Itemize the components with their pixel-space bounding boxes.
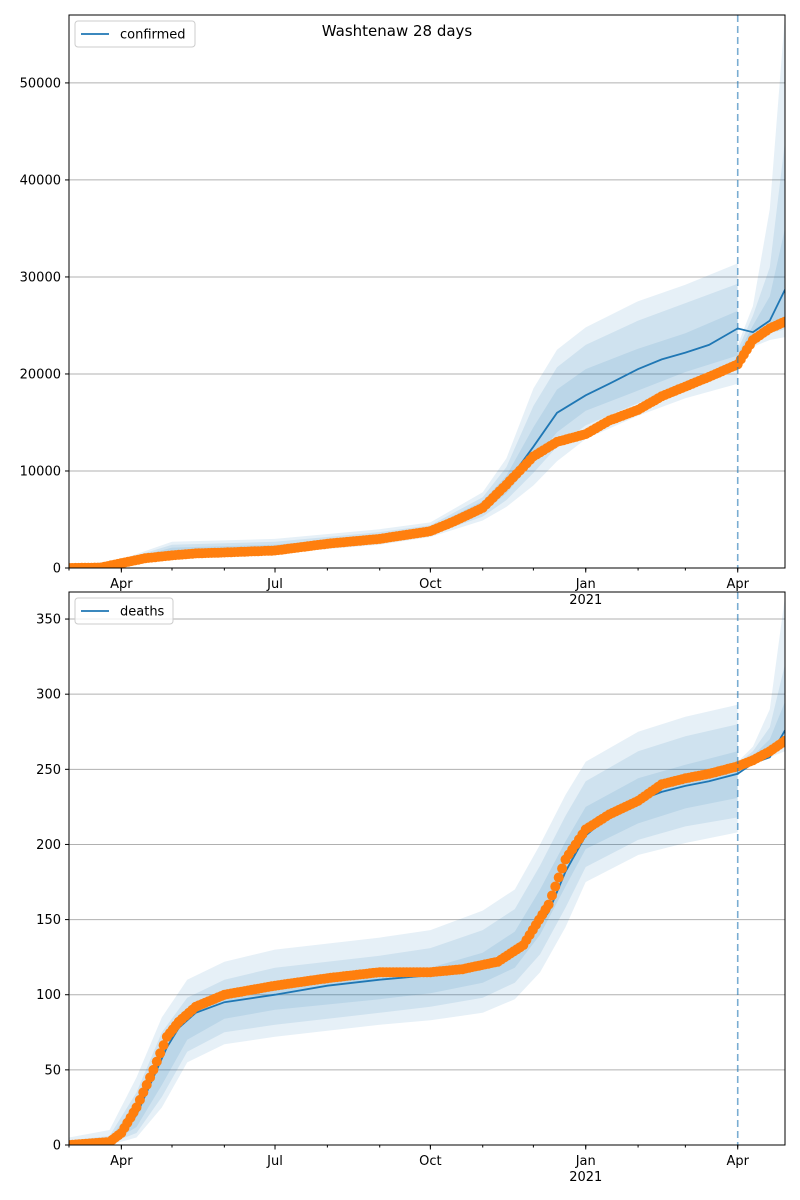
y-tick-label: 200	[36, 838, 61, 853]
legend-box	[74, 597, 174, 625]
y-tick-label: 20000	[20, 367, 61, 382]
legend-label: deaths	[120, 605, 165, 620]
observed-point	[543, 899, 554, 910]
y-tick-label: 250	[36, 763, 61, 778]
uncertainty-band	[69, 263, 738, 568]
uncertainty-band	[69, 283, 738, 568]
uncertainty-band	[737, 15, 785, 365]
x-tick-label: Jul	[266, 577, 283, 592]
legend-box	[74, 20, 196, 48]
uncertainty-band	[737, 596, 785, 770]
uncertainty-band	[737, 664, 785, 768]
x-tick-label: Apr	[110, 577, 133, 592]
x-tick-label: Oct	[419, 577, 441, 592]
observed-point	[145, 1072, 156, 1083]
observed-point	[134, 1094, 145, 1105]
y-tick-label: 300	[36, 688, 61, 703]
observed-point	[547, 890, 557, 901]
uncertainty-band	[69, 724, 738, 1145]
x-tick-label: Apr	[726, 1154, 749, 1169]
observed-point	[138, 1087, 149, 1098]
uncertainty-band	[737, 141, 785, 365]
observed-point	[141, 1079, 152, 1090]
observed-point	[780, 735, 785, 746]
figure-title: Washtenaw 28 days	[322, 22, 473, 40]
observed-point	[553, 872, 564, 883]
uncertainty-band	[69, 704, 738, 1145]
observed-point	[158, 1040, 169, 1051]
observed-point	[148, 1064, 159, 1075]
x-tick-label: Jan	[575, 577, 596, 592]
y-tick-label: 50000	[20, 76, 61, 91]
x-tick-label: Jan	[575, 1154, 596, 1169]
observed-point	[155, 1048, 166, 1059]
observed-markers	[69, 316, 785, 568]
y-tick-label: 150	[36, 913, 61, 928]
y-tick-label: 350	[36, 613, 61, 628]
observed-point	[550, 881, 561, 892]
x-tick-label: Oct	[419, 1154, 441, 1169]
x-year-label: 2021	[569, 593, 602, 608]
plot-area	[69, 15, 785, 568]
y-tick-label: 30000	[20, 270, 61, 285]
plot-area	[69, 596, 785, 1145]
axes-frame	[68, 591, 786, 1146]
x-tick-label: Jul	[266, 1154, 283, 1169]
observed-point	[131, 1102, 142, 1113]
observed-markers	[69, 735, 785, 1145]
observed-point	[780, 316, 785, 327]
x-year-label: 2021	[569, 1170, 602, 1185]
y-tick-label: 40000	[20, 173, 61, 188]
axes-frame	[68, 14, 786, 569]
confirmed-panel: 0 10000 20000 30000 40000 50000 Apr Jul Oct Jan20…	[20, 14, 786, 608]
y-tick-label: 100	[36, 988, 61, 1003]
observed-point	[557, 863, 568, 874]
y-tick-label: 0	[53, 562, 61, 577]
observed-point	[151, 1056, 162, 1067]
y-tick-label: 50	[44, 1063, 61, 1078]
y-tick-label: 10000	[20, 464, 61, 479]
y-tick-label: 0	[53, 1139, 61, 1154]
x-tick-label: Apr	[726, 577, 749, 592]
x-tick-label: Apr	[110, 1154, 133, 1169]
legend-label: confirmed	[120, 28, 186, 43]
